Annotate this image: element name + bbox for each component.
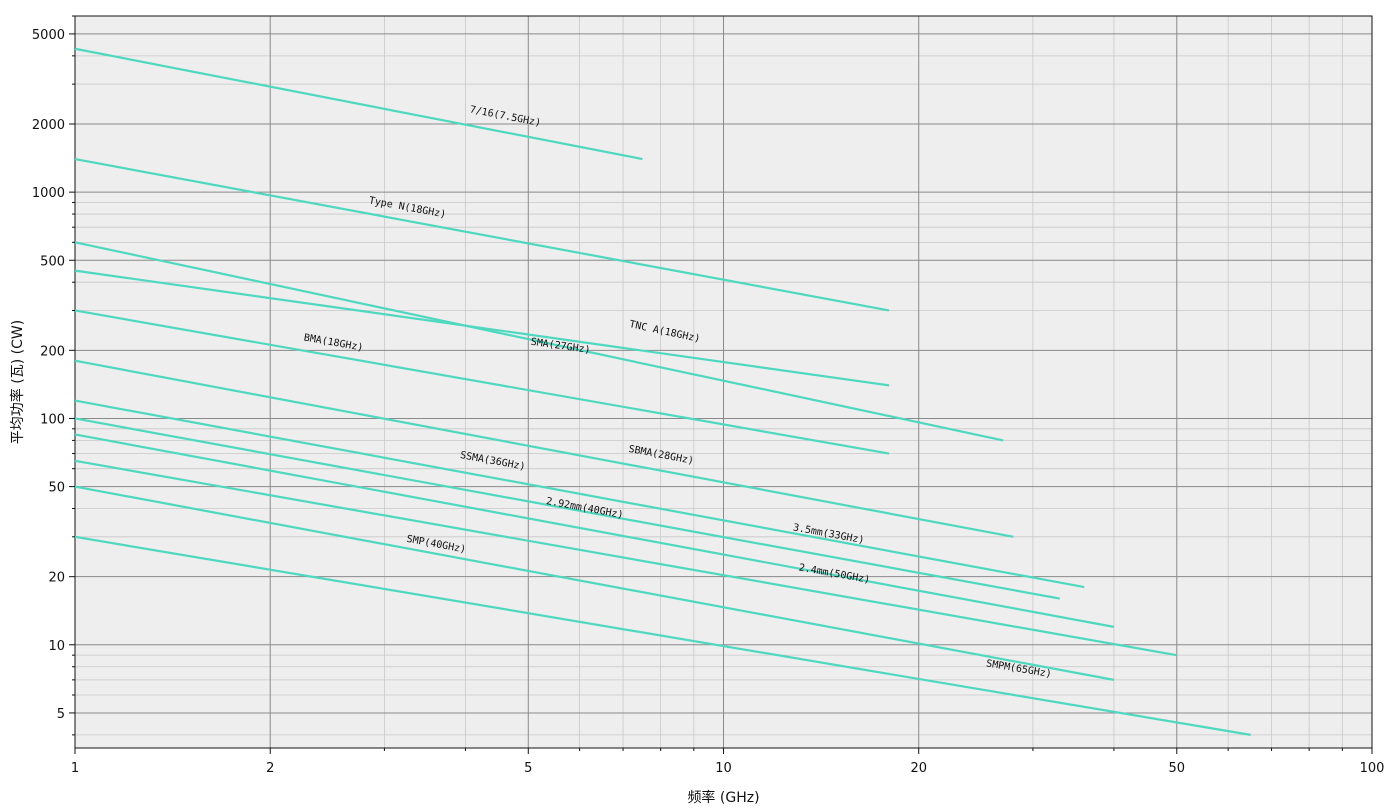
x-tick-label: 1 <box>71 761 79 776</box>
x-tick-label: 20 <box>910 761 927 776</box>
series-line-0 <box>74 47 643 161</box>
series-line-10 <box>74 485 1115 681</box>
y-tick-label: 5000 <box>32 28 65 43</box>
series-lines <box>74 47 1251 736</box>
y-tick-label: 10 <box>48 639 65 654</box>
x-tick-label: 50 <box>1169 761 1186 776</box>
series-line-7 <box>74 417 1060 600</box>
series-line-11 <box>74 535 1251 736</box>
y-tick-label: 5 <box>57 707 65 722</box>
series-line-3 <box>74 269 890 387</box>
x-tick-label: 100 <box>1360 761 1385 776</box>
y-tick-label: 500 <box>40 254 65 269</box>
y-tick-label: 100 <box>40 412 65 427</box>
y-tick-label: 200 <box>40 344 65 359</box>
x-axis-title: 频率 (GHz) <box>687 789 759 806</box>
series-line-9 <box>74 459 1177 657</box>
series-line-1 <box>74 157 890 312</box>
y-tick-label: 1000 <box>32 186 65 201</box>
x-tick-label: 2 <box>266 761 274 776</box>
y-axis-title: 平均功率 (瓦) (CW) <box>9 320 26 444</box>
x-tick-label: 10 <box>715 761 732 776</box>
y-tick-label: 20 <box>48 571 65 586</box>
y-tick-label: 50 <box>48 481 65 496</box>
x-tick-label: 5 <box>524 761 532 776</box>
series-line-4 <box>74 309 890 455</box>
series-line-6 <box>74 399 1085 589</box>
series-line-8 <box>74 433 1115 628</box>
series-line-2 <box>74 241 1004 442</box>
y-axis: 5 10 20 50 100 200 500 1000 2000 5000 <box>32 15 75 736</box>
x-axis: 1 2 5 10 20 50 100 <box>71 748 1385 776</box>
series-line-5 <box>74 359 1014 538</box>
grid-major <box>75 16 1372 748</box>
y-tick-label: 2000 <box>32 118 65 133</box>
